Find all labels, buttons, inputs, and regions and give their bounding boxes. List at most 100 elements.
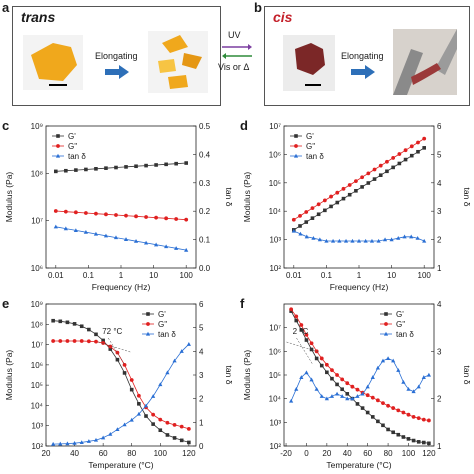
series-triangle — [53, 224, 189, 252]
legend-label: tan δ — [306, 152, 324, 161]
data-point — [304, 234, 309, 239]
data-point — [63, 226, 68, 231]
y-tick-label: 10² — [269, 264, 281, 273]
data-point — [299, 328, 304, 332]
x-tick-label: 80 — [127, 449, 136, 458]
legend-label: G'' — [68, 142, 78, 151]
data-point — [289, 307, 294, 312]
x-tick-label: 10 — [149, 271, 158, 280]
data-point — [84, 167, 88, 172]
data-point — [360, 175, 365, 180]
data-point — [353, 179, 358, 184]
data-point — [341, 186, 346, 191]
data-point — [158, 428, 163, 433]
data-point — [354, 189, 358, 193]
data-point — [345, 392, 350, 396]
data-point — [158, 417, 163, 422]
data-point — [391, 406, 396, 410]
legend-label: G' — [306, 132, 314, 141]
data-point — [345, 396, 350, 401]
y2-axis-label: tan δ — [224, 188, 234, 207]
data-point — [172, 422, 177, 427]
y2-axis-label: tan δ — [462, 188, 472, 207]
data-point — [319, 363, 324, 368]
y2-axis-label: tan δ — [224, 366, 234, 385]
data-point — [384, 312, 388, 316]
chart-e-temperature-trans: 20 40 60 80 100 120 10² 10³ 10⁴ 10⁵ 10⁶ 10⁷ 10⁸ 10⁹ 0 1… — [4, 300, 234, 470]
x-tick-label: 0.1 — [321, 271, 333, 280]
data-point — [355, 394, 360, 398]
data-point — [319, 394, 324, 398]
data-point — [79, 324, 84, 329]
data-point — [179, 349, 184, 353]
data-point — [406, 437, 411, 441]
data-point — [347, 192, 352, 197]
data-point — [72, 322, 77, 326]
data-point — [94, 339, 98, 344]
data-point — [58, 339, 63, 343]
series-square — [289, 309, 431, 446]
data-point — [184, 161, 188, 165]
y2-tick-label: 0.4 — [199, 150, 211, 159]
y-tick-label: 10⁵ — [269, 371, 281, 380]
data-point — [386, 403, 390, 408]
x-tick-label: 60 — [363, 449, 372, 458]
y-tick-label: 10⁹ — [31, 122, 43, 131]
data-point — [426, 372, 431, 377]
x-tick-label: 100 — [180, 271, 194, 280]
data-point — [380, 358, 386, 363]
data-point — [397, 161, 402, 166]
data-point — [94, 332, 98, 337]
data-point — [421, 440, 426, 445]
data-point — [174, 246, 179, 250]
y-tick-label: 10³ — [269, 236, 281, 245]
series-square — [51, 318, 191, 445]
data-point — [322, 198, 327, 203]
photo-title-cis: cis — [273, 9, 293, 25]
x-axis-label: Temperature (°C) — [326, 460, 391, 470]
data-point — [340, 394, 345, 398]
data-point — [376, 419, 380, 424]
data-point — [73, 228, 78, 233]
data-point — [330, 368, 334, 373]
data-point — [151, 412, 156, 417]
y2-tick-label: 0.2 — [199, 207, 211, 216]
data-point — [310, 206, 315, 211]
data-point — [409, 234, 414, 239]
data-point — [129, 387, 134, 392]
x-tick-label: 1 — [357, 271, 362, 280]
data-point — [385, 169, 389, 174]
y2-tick-label: 3 — [437, 347, 442, 356]
cis-stretched-strand — [411, 63, 441, 85]
data-point — [396, 368, 401, 372]
data-point — [421, 375, 426, 379]
data-point — [329, 204, 333, 209]
uv-label: UV — [228, 30, 241, 40]
data-point — [340, 377, 345, 382]
y-tick-label: 10² — [31, 442, 43, 451]
y-tick-label: 10⁷ — [31, 341, 43, 350]
data-point — [402, 234, 407, 239]
data-point — [113, 235, 119, 240]
data-point — [363, 238, 368, 243]
data-point — [101, 338, 105, 343]
y2-tick-label: 5 — [199, 324, 204, 333]
trans-fragment — [162, 35, 188, 53]
data-point — [372, 177, 377, 181]
data-point — [335, 200, 340, 205]
chart-d-frequency-cis: 0.01 0.1 1 10 100 10² 10³ 10⁴ 10⁵ 10⁶ 10⁷ 1 2 3 4 5 6 Fre… — [242, 122, 472, 292]
data-point — [304, 338, 309, 342]
data-point — [343, 238, 349, 243]
data-point — [329, 194, 333, 199]
data-point — [115, 350, 120, 355]
legend-label: G' — [396, 310, 404, 319]
data-point — [79, 440, 84, 445]
data-point — [124, 165, 128, 169]
series-line — [53, 340, 190, 430]
chart-c-frequency-trans: 0.01 0.1 1 10 100 10⁶ 10⁷ 10⁸ 10⁹ 0.0 0.1 0.2 0.3 0.4… — [4, 122, 234, 292]
x-tick-label: 80 — [384, 449, 393, 458]
data-point — [386, 427, 390, 432]
x-axis-label: Temperature (°C) — [88, 460, 153, 470]
y-tick-label: 10⁸ — [31, 169, 43, 178]
data-point — [370, 375, 375, 379]
